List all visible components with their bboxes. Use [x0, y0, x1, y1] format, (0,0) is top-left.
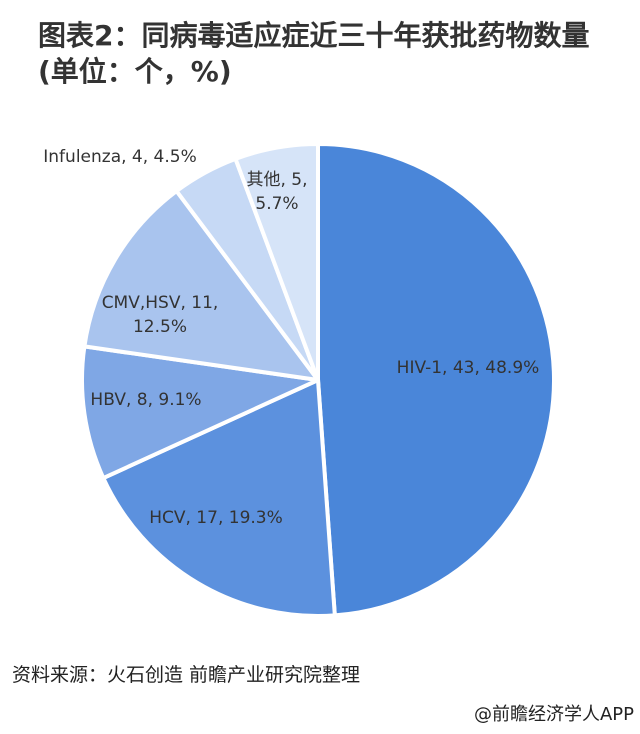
- source-note: 资料来源：火石创造 前瞻产业研究院整理: [12, 664, 361, 686]
- chart-title: 图表2：同病毒适应症近三十年获批药物数量(单位：个，%): [38, 19, 590, 88]
- footer: @前瞻经济学人APP: [473, 704, 634, 725]
- data-label: CMV,HSV, 11, 12.5%: [101, 293, 219, 337]
- pie-slice: [80, 344, 320, 481]
- pie-slice: [82, 189, 320, 382]
- data-label: Infulenza, 4, 4.5%: [43, 147, 197, 167]
- pie-slice: [316, 142, 556, 618]
- data-label: HCV, 17, 19.3%: [149, 508, 283, 528]
- pie-slice: [101, 378, 337, 618]
- data-label: 其他, 5, 5.7%: [246, 170, 308, 214]
- data-label: HBV, 8, 9.1%: [90, 390, 202, 410]
- data-label: HIV-1, 43, 48.9%: [396, 358, 540, 378]
- pie-slice: [233, 142, 320, 382]
